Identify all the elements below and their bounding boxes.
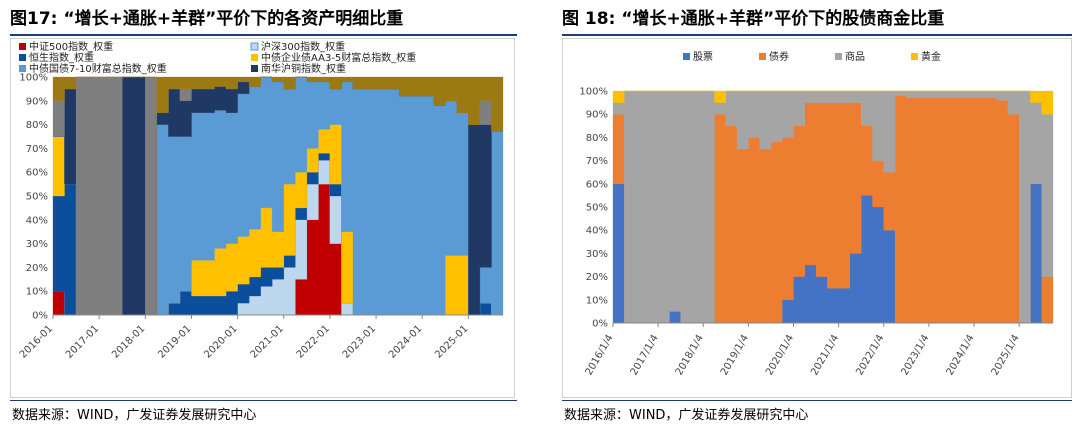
right-y-tick-label: 70% (586, 156, 608, 167)
right-legend: 股票 债券 商品 黄金 (683, 50, 941, 63)
left-title-rule (10, 34, 517, 36)
left-y-tick-label: 30% (26, 239, 48, 250)
left-source-rule (10, 400, 517, 401)
left-x-tick-label: 2023-01 (341, 323, 378, 360)
right-source-rule (562, 400, 1072, 401)
left-y-tick-label: 10% (26, 287, 48, 298)
right-source-note: 数据来源：WIND，广发证券发展研究中心 (564, 408, 809, 423)
left-series-area-7 (52, 76, 504, 132)
left-y-tick-label: 0% (32, 311, 48, 322)
right-x-tick-label: 2019/1/4 (719, 333, 751, 377)
right-x-tick-label: 2020/1/4 (764, 333, 796, 377)
left-legend-swatch (19, 54, 26, 61)
left-x-tick-label: 2025-01 (433, 323, 470, 360)
left-figure-label: 图17: (10, 9, 58, 29)
right-x-tick-label: 2023/1/4 (900, 333, 932, 377)
right-x-tick-label: 2017/1/4 (629, 333, 661, 377)
left-y-tick-label: 60% (26, 168, 48, 179)
left-legend-swatch (19, 43, 26, 50)
left-legend-label: 中债国债7-10财富总指数_权重 (29, 62, 167, 75)
right-y-tick-label: 10% (586, 295, 608, 306)
right-legend-swatch (759, 53, 766, 60)
left-legend-swatch (251, 54, 258, 61)
left-legend-swatch (250, 42, 259, 51)
left-y-tick-label: 100% (19, 73, 48, 84)
left-y-tick-label: 20% (26, 263, 48, 274)
right-y-tick-label: 80% (586, 133, 608, 144)
right-chart-frame: 股票 债券 商品 黄金 0% 10% 20% 30% 40% 50% 60% 70% 80% 90% 100… (562, 38, 1072, 398)
left-legend-swatch (251, 65, 258, 72)
right-y-tick-label: 60% (586, 179, 608, 190)
right-legend-label: 商品 (845, 50, 865, 63)
left-x-tick-label: 2019-01 (156, 323, 193, 360)
left-legend-label: 中证500指数_权重 (29, 40, 113, 53)
left-legend-label: 恒生指数_权重 (29, 51, 94, 64)
left-x-tick-label: 2017-01 (64, 323, 101, 360)
left-y-tick-label: 50% (26, 192, 48, 203)
right-panel: 图 18: “增长+通胀+羊群”平价下的股债商金比重 股票 债券 商品 黄金 0% 10% 2… (552, 0, 1080, 428)
right-y-tick-label: 90% (586, 110, 608, 121)
right-series-area-3 (612, 90, 1054, 115)
left-panel: 图17: “增长+通胀+羊群”平价下的各资产明细比重 中证500指数_权重 沪深30… (0, 0, 525, 428)
left-x-tick-label: 2022-01 (295, 323, 332, 360)
right-y-tick-label: 40% (586, 226, 608, 237)
left-y-tick-label: 70% (26, 144, 48, 155)
right-legend-swatch (911, 53, 918, 60)
right-x-tick-label: 2022/1/4 (854, 333, 886, 377)
right-x-tick-label: 2024/1/4 (945, 333, 977, 377)
left-x-tick-label: 2018-01 (110, 323, 147, 360)
left-legend-label: 沪深300指数_权重 (261, 40, 345, 53)
left-figure-title: 图17: “增长+通胀+羊群”平价下的各资产明细比重 (10, 4, 403, 29)
right-x-tick-label: 2021/1/4 (809, 333, 841, 377)
left-chart-frame: 中证500指数_权重 沪深300指数_权重恒生指数_权重 中债企业债AA3-5财富总… (10, 38, 515, 398)
left-source-note: 数据来源：WIND，广发证券发展研究中心 (12, 408, 257, 423)
left-title-text: “增长+通胀+羊群”平价下的各资产明细比重 (63, 9, 404, 29)
left-x-tick-label: 2021-01 (249, 323, 286, 360)
right-figure-title: 图 18: “增长+通胀+羊群”平价下的股债商金比重 (562, 4, 944, 29)
left-legend-swatch (19, 65, 26, 72)
right-y-tick-label: 0% (592, 319, 608, 330)
right-x-tick-label: 2025/1/4 (990, 333, 1022, 377)
right-title-rule (562, 34, 1072, 36)
left-x-tick-label: 2020-01 (202, 323, 239, 360)
right-title-text: “增长+通胀+羊群”平价下的股债商金比重 (621, 9, 945, 29)
right-legend-label: 债券 (769, 50, 789, 63)
left-x-tick-label: 2024-01 (387, 323, 424, 360)
right-y-tick-label: 30% (586, 249, 608, 260)
right-x-tick-label: 2018/1/4 (674, 333, 706, 377)
right-figure-label: 图 18: (562, 9, 616, 29)
left-y-tick-label: 40% (26, 215, 48, 226)
right-legend-label: 黄金 (921, 50, 941, 63)
left-legend-label: 南华沪铜指数_权重 (261, 62, 346, 75)
left-legend-label: 中债企业债AA3-5财富总指数_权重 (261, 51, 416, 64)
right-y-tick-label: 100% (579, 87, 608, 98)
right-x-tick-label: 2016/1/4 (584, 333, 616, 377)
right-legend-swatch (835, 53, 842, 60)
left-y-tick-label: 90% (26, 96, 48, 107)
right-y-tick-label: 50% (586, 203, 608, 214)
left-x-tick-label: 2016-01 (18, 323, 55, 360)
right-legend-label: 股票 (693, 51, 713, 63)
right-stacked-area-chart: 股票 债券 商品 黄金 0% 10% 20% 30% 40% 50% 60% 70% 80% 90% 100… (579, 50, 1054, 377)
right-legend-swatch (683, 53, 690, 60)
left-y-tick-label: 80% (26, 120, 48, 131)
right-y-tick-label: 20% (586, 272, 608, 283)
